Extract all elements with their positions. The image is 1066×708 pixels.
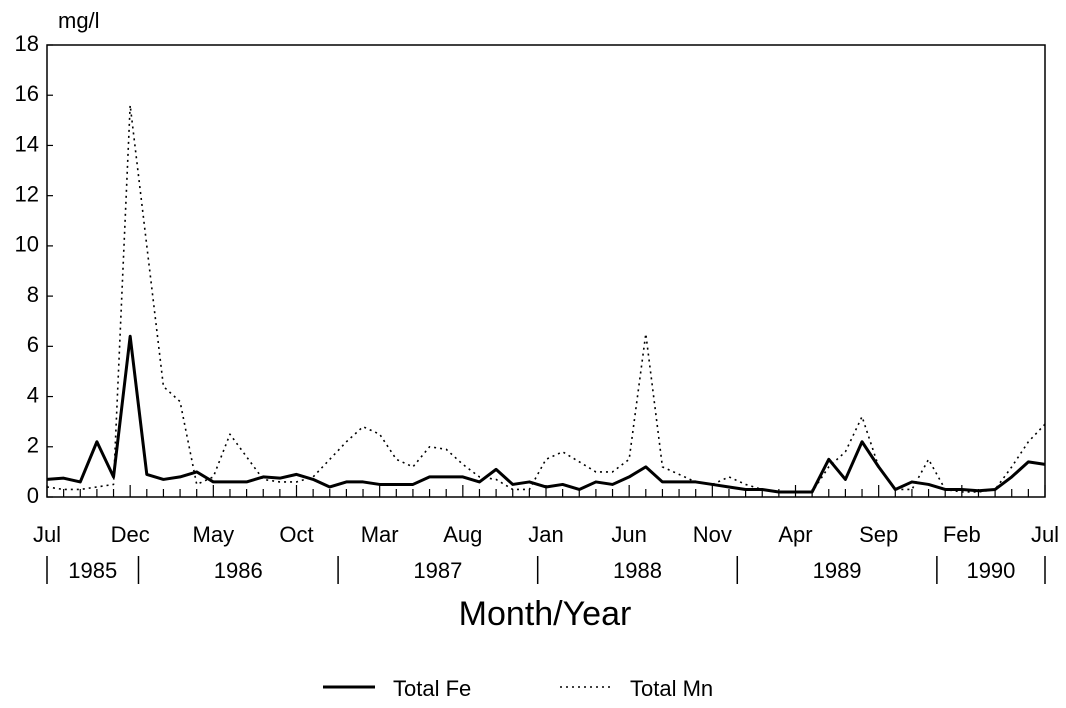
x-tick-label: Jan — [528, 522, 563, 547]
year-label: 1986 — [214, 558, 263, 583]
x-tick-label: Dec — [111, 522, 150, 547]
series-line — [46, 104, 1046, 493]
x-tick-label: Aug — [443, 522, 482, 547]
legend-label: Total Fe — [393, 676, 471, 701]
year-label: 1985 — [68, 558, 117, 583]
x-tick-label: Nov — [693, 522, 732, 547]
x-tick-label: Jul — [33, 522, 61, 547]
legend-label: Total Mn — [630, 676, 713, 701]
x-tick-label: Jul — [1031, 522, 1059, 547]
y-tick-label: 16 — [15, 81, 39, 106]
y-tick-label: 4 — [27, 382, 39, 407]
series-line — [46, 334, 1046, 494]
y-tick-label: 2 — [27, 433, 39, 458]
year-label: 1987 — [413, 558, 462, 583]
y-axis-label: mg/l — [58, 8, 100, 33]
x-tick-label: Apr — [778, 522, 812, 547]
y-tick-label: 0 — [27, 483, 39, 508]
y-tick-label: 10 — [15, 232, 39, 257]
x-tick-label: Jun — [611, 522, 646, 547]
y-tick-label: 14 — [15, 131, 39, 156]
x-tick-label: Sep — [859, 522, 898, 547]
y-tick-label: 6 — [27, 332, 39, 357]
year-label: 1988 — [613, 558, 662, 583]
x-tick-label: Mar — [361, 522, 399, 547]
x-axis-label: Month/Year — [459, 595, 632, 633]
y-tick-label: 8 — [27, 282, 39, 307]
year-label: 1990 — [966, 558, 1015, 583]
year-label: 1989 — [813, 558, 862, 583]
x-tick-label: May — [193, 522, 235, 547]
y-tick-label: 12 — [15, 181, 39, 206]
x-tick-label: Feb — [943, 522, 981, 547]
x-tick-label: Oct — [279, 522, 313, 547]
plot-frame — [46, 44, 1046, 498]
y-tick-label: 18 — [15, 31, 39, 56]
